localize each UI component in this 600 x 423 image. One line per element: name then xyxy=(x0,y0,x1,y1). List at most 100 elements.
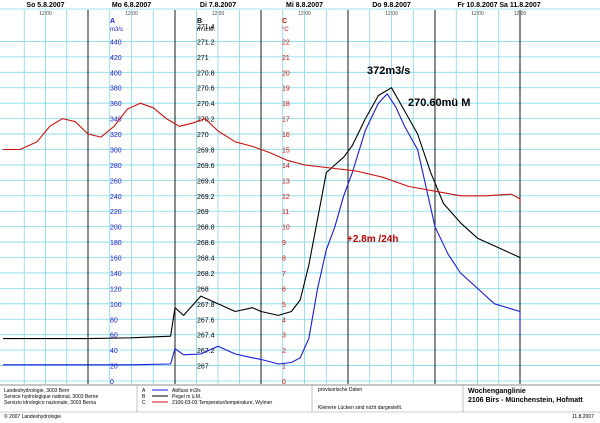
footer-note-gaps: Kleinere Lücken sind nicht dargestellt. xyxy=(318,405,402,411)
axis-tick-a: 20 xyxy=(110,364,118,371)
axis-tick-a: 60 xyxy=(110,333,118,340)
axis-tick-b: 269.4 xyxy=(197,178,215,185)
data-series xyxy=(3,87,521,366)
axis-tick-c: 2 xyxy=(282,348,286,355)
axis-tick-c: 10 xyxy=(282,225,290,232)
axis-tick-b: 270.8 xyxy=(197,70,215,77)
axis-tick-a: 240 xyxy=(110,194,122,201)
axis-tick-b: 270 xyxy=(197,132,209,139)
axis-tick-a: 440 xyxy=(110,39,122,46)
day-labels: So 5.8.2007 12:00 Mo 6.8.2007 12:00 Di 7.8.2… xyxy=(26,2,540,17)
axis-tick-c: 18 xyxy=(282,101,290,108)
day-label: Do 9.8.2007 xyxy=(372,2,411,9)
axis-tick-c: 4 xyxy=(282,317,286,324)
axis-tick-a: 400 xyxy=(110,70,122,77)
axis-tick-c: 8 xyxy=(282,256,286,263)
axis-tick-c: 14 xyxy=(282,163,290,170)
axis-tick-b: 271.2 xyxy=(197,39,215,46)
series-line-water-level xyxy=(3,87,521,340)
day-label: Di 7.8.2007 xyxy=(200,2,236,9)
day-label: So 5.8.2007 xyxy=(26,2,64,9)
day-time-label: 12:00 xyxy=(39,11,52,17)
axis-unit-b: m ü.M. xyxy=(197,27,216,33)
footer-date: 11.8.2007 xyxy=(572,414,594,420)
day-time-label: 12:00 xyxy=(471,11,484,17)
axis-tick-a: 360 xyxy=(110,101,122,108)
axis-tick-c: 5 xyxy=(282,302,286,309)
axis-tick-a: 280 xyxy=(110,163,122,170)
axis-tick-a: 140 xyxy=(110,271,122,278)
axis-tick-a: 300 xyxy=(110,147,122,154)
axis-tick-c: 12 xyxy=(282,194,290,201)
axis-tick-a: 120 xyxy=(110,286,122,293)
axis-tick-a: 220 xyxy=(110,209,122,216)
axis-tick-a: 40 xyxy=(110,348,118,355)
day-label: Sa 11.8.2007 xyxy=(499,2,540,9)
axis-tick-b: 270.4 xyxy=(197,101,215,108)
axis-tick-c: 22 xyxy=(282,39,290,46)
footer-station: 2106 Birs - Münchenstein, Hofmatt xyxy=(468,397,583,404)
axis-tick-a: 260 xyxy=(110,178,122,185)
day-label: Mi 8.8.2007 xyxy=(286,2,323,9)
axis-tick-c: 13 xyxy=(282,178,290,185)
axis-tick-b: 269.8 xyxy=(197,147,215,154)
axis-tick-b: 268.6 xyxy=(197,240,215,247)
axis-tick-b: 268 xyxy=(197,286,209,293)
axis-tick-b: 269.6 xyxy=(197,163,215,170)
axis-tick-b: 267.6 xyxy=(197,317,215,324)
day-label: Mo 6.8.2007 xyxy=(112,2,151,9)
day-time-label: 12:00 xyxy=(125,11,138,17)
axis-letter-a: A xyxy=(110,18,115,25)
annotation-peak-discharge: 372m3/s xyxy=(367,65,410,77)
footer-title: Wochenganglinie xyxy=(468,388,526,395)
axis-tick-b: 269 xyxy=(197,209,209,216)
axis-tick-a: 0 xyxy=(110,379,114,386)
footer-copyright: © 2007 Landeshydrologie xyxy=(4,413,61,420)
axis-tick-a: 340 xyxy=(110,117,122,124)
axis-tick-a: 420 xyxy=(110,55,122,62)
axis-tick-c: 11 xyxy=(282,209,289,216)
footer-note-provisional: provisorische Daten xyxy=(318,387,362,393)
axis-tick-c: 9 xyxy=(282,240,286,247)
axis-tick-b: 269.2 xyxy=(197,194,215,201)
axis-tick-c: 17 xyxy=(282,117,290,124)
day-time-label: 12:00 xyxy=(298,11,311,17)
legend-letter-a: A xyxy=(142,388,146,394)
series-line-discharge xyxy=(3,93,521,366)
axis-tick-b: 267.8 xyxy=(197,302,215,309)
axis-tick-b: 268.4 xyxy=(197,256,215,263)
axis-tick-c: 21 xyxy=(282,55,290,62)
axis-unit-a: m3/s xyxy=(110,27,123,33)
axis-tick-c: 1 xyxy=(282,364,286,371)
footer: Landeshydrologie, 3003 Bern Service hydr… xyxy=(0,384,600,420)
axis-tick-a: 180 xyxy=(110,240,122,247)
footer-org-fr: Service hydrologique national, 3003 Bern… xyxy=(4,394,98,400)
legend-letter-b: B xyxy=(142,394,146,400)
footer-org-it: Servizio idrologico nazionale, 3003 Bern… xyxy=(4,400,96,406)
axis-tick-c: 0 xyxy=(282,379,286,386)
axis-letter-c: C xyxy=(282,18,287,25)
series-line-water-temperature xyxy=(3,102,521,202)
axis-tick-c: 16 xyxy=(282,132,290,139)
axis-tick-c: 3 xyxy=(282,333,286,340)
axis-letter-b: B xyxy=(197,18,202,25)
axis-tick-b: 267.4 xyxy=(197,333,215,340)
day-time-label: 12:00 xyxy=(385,11,398,17)
footer-org-de: Landeshydrologie, 3003 Bern xyxy=(4,388,70,394)
axis-tick-c: 19 xyxy=(282,86,290,93)
axis-unit-c: °C xyxy=(282,27,289,33)
axis-tick-b: 268.8 xyxy=(197,225,215,232)
axis-tick-b: 270.2 xyxy=(197,117,215,124)
axis-tick-b: 267 xyxy=(197,364,209,371)
axis-tick-b: 271.4 xyxy=(197,24,215,31)
axis-tick-a: 160 xyxy=(110,256,122,263)
legend-text-c: 2106-03-03 Temperatur/température, Wylme… xyxy=(172,400,273,406)
day-time-label: 12:00 xyxy=(212,11,225,17)
axis-tick-b: 268.2 xyxy=(197,271,215,278)
legend-text-a: Abfluss m3/s xyxy=(172,388,201,394)
axis-tick-a: 100 xyxy=(110,302,122,309)
axis-tick-c: 7 xyxy=(282,271,286,278)
annotation-peak-level: 270.60mü M xyxy=(408,97,470,109)
axis-tick-a: 380 xyxy=(110,86,122,93)
